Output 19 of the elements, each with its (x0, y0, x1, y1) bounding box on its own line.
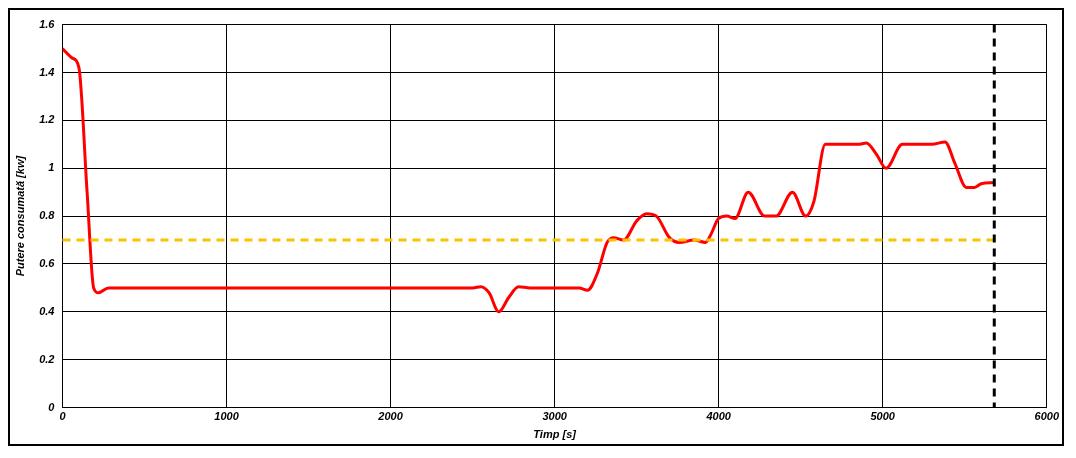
line-series (62, 47, 996, 314)
x-tick-label: 2000 (377, 410, 404, 423)
y-tick-label: 1.6 (39, 17, 56, 30)
y-tick-label: 0 (48, 400, 56, 413)
y-tick-label: 1.4 (39, 65, 55, 78)
y-tick-label: 0.4 (39, 304, 55, 317)
x-tick-label: 1000 (214, 410, 240, 423)
x-tick-label: 0 (59, 410, 67, 423)
x-axis-title: Timp [s] (533, 428, 577, 441)
x-tick-label: 3000 (542, 410, 568, 423)
y-tick-label: 0.2 (39, 352, 55, 365)
y-tick-label: 0.8 (39, 209, 56, 222)
x-tick-label: 4000 (705, 410, 732, 423)
y-tick-label: 1.2 (39, 113, 55, 126)
y-axis-title: Putere consumată [kw] (13, 155, 26, 277)
x-tick-label: 5000 (870, 410, 896, 423)
y-tick-label: 0.6 (39, 257, 56, 270)
y-tick-label: 1 (48, 161, 55, 174)
x-tick-label: 6000 (1034, 410, 1060, 423)
